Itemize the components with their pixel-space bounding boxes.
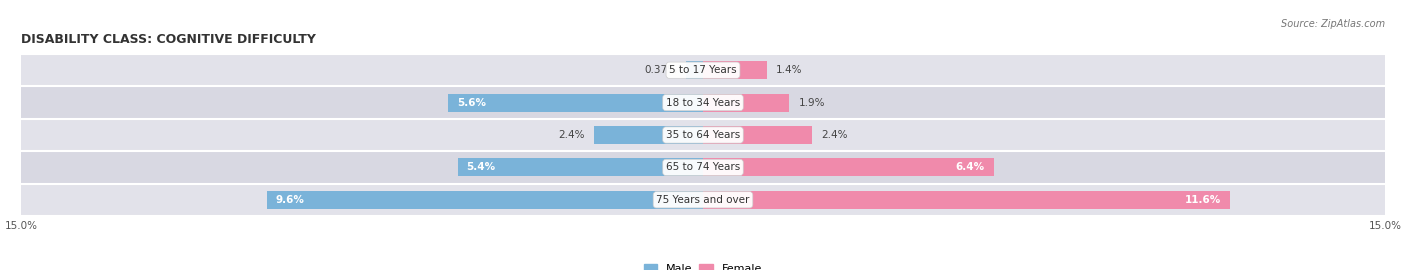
Bar — [21, 54, 1385, 86]
Text: 0.37%: 0.37% — [644, 65, 678, 75]
Text: DISABILITY CLASS: COGNITIVE DIFFICULTY: DISABILITY CLASS: COGNITIVE DIFFICULTY — [21, 33, 316, 46]
Text: 75 Years and over: 75 Years and over — [657, 195, 749, 205]
Text: 1.4%: 1.4% — [776, 65, 803, 75]
Bar — [703, 158, 994, 176]
Bar — [21, 184, 1385, 216]
Text: 1.9%: 1.9% — [799, 97, 825, 108]
Bar — [703, 94, 789, 112]
Bar — [457, 158, 703, 176]
Bar — [21, 86, 1385, 119]
Text: 65 to 74 Years: 65 to 74 Years — [666, 162, 740, 173]
Text: 35 to 64 Years: 35 to 64 Years — [666, 130, 740, 140]
Bar — [686, 61, 703, 79]
Text: 6.4%: 6.4% — [956, 162, 984, 173]
Text: Source: ZipAtlas.com: Source: ZipAtlas.com — [1281, 19, 1385, 29]
Bar — [593, 126, 703, 144]
Bar — [21, 119, 1385, 151]
Text: 5.4%: 5.4% — [467, 162, 496, 173]
Bar — [449, 94, 703, 112]
Text: 2.4%: 2.4% — [821, 130, 848, 140]
Text: 5 to 17 Years: 5 to 17 Years — [669, 65, 737, 75]
Text: 5.6%: 5.6% — [457, 97, 486, 108]
Text: 2.4%: 2.4% — [558, 130, 585, 140]
Bar — [21, 151, 1385, 184]
Bar — [703, 191, 1230, 209]
Text: 9.6%: 9.6% — [276, 195, 305, 205]
Bar — [267, 191, 703, 209]
Bar — [703, 126, 813, 144]
Text: 18 to 34 Years: 18 to 34 Years — [666, 97, 740, 108]
Text: 11.6%: 11.6% — [1185, 195, 1222, 205]
Legend: Male, Female: Male, Female — [640, 259, 766, 270]
Bar — [703, 61, 766, 79]
